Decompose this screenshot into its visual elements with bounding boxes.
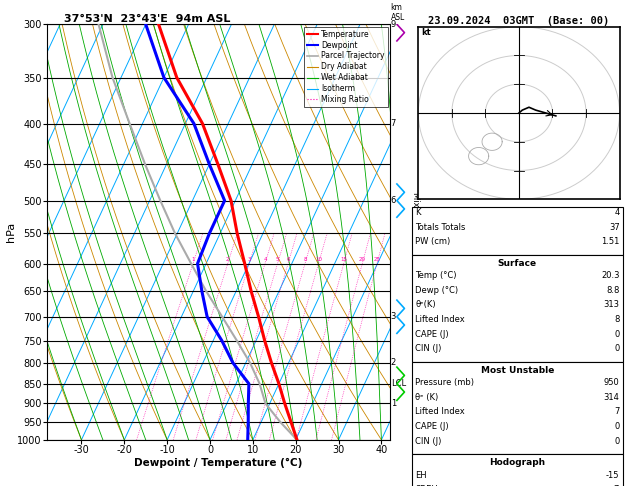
- Text: 8.8: 8.8: [606, 286, 620, 295]
- Text: K: K: [415, 208, 421, 217]
- Text: Hodograph: Hodograph: [489, 458, 545, 467]
- Text: 20: 20: [359, 257, 366, 262]
- Text: 5: 5: [276, 257, 279, 262]
- Text: Dewp (°C): Dewp (°C): [415, 286, 459, 295]
- X-axis label: Dewpoint / Temperature (°C): Dewpoint / Temperature (°C): [135, 458, 303, 468]
- Text: 37: 37: [609, 223, 620, 232]
- Text: 0: 0: [615, 330, 620, 339]
- Text: 10: 10: [315, 257, 322, 262]
- Text: CIN (J): CIN (J): [415, 436, 442, 446]
- Text: Mixing Ratio (g/kg): Mixing Ratio (g/kg): [411, 192, 420, 272]
- Text: PW (cm): PW (cm): [415, 237, 450, 246]
- Text: 25: 25: [374, 257, 381, 262]
- Text: 3: 3: [247, 257, 251, 262]
- Text: 1: 1: [391, 399, 396, 408]
- Text: 0: 0: [615, 344, 620, 353]
- Text: 7: 7: [391, 119, 396, 128]
- Text: 15: 15: [340, 257, 347, 262]
- Text: EH: EH: [415, 470, 426, 480]
- Text: © weatheronline.co.uk: © weatheronline.co.uk: [470, 471, 567, 480]
- Text: 7: 7: [614, 407, 620, 417]
- Legend: Temperature, Dewpoint, Parcel Trajectory, Dry Adiabat, Wet Adiabat, Isotherm, Mi: Temperature, Dewpoint, Parcel Trajectory…: [304, 27, 387, 107]
- Text: 314: 314: [604, 393, 620, 402]
- Text: 2: 2: [226, 257, 230, 262]
- Text: Surface: Surface: [498, 259, 537, 268]
- Text: 8: 8: [303, 257, 307, 262]
- Text: Lifted Index: Lifted Index: [415, 407, 465, 417]
- Text: 313: 313: [604, 300, 620, 310]
- Text: kt: kt: [421, 28, 431, 37]
- Text: 4: 4: [264, 257, 267, 262]
- Text: CAPE (J): CAPE (J): [415, 422, 448, 431]
- Text: 8: 8: [614, 315, 620, 324]
- Text: 950: 950: [604, 378, 620, 387]
- Text: 9: 9: [391, 20, 396, 29]
- Text: Totals Totals: Totals Totals: [415, 223, 465, 232]
- Text: θᵉ(K): θᵉ(K): [415, 300, 436, 310]
- Text: Lifted Index: Lifted Index: [415, 315, 465, 324]
- Text: CAPE (J): CAPE (J): [415, 330, 448, 339]
- Text: 4: 4: [615, 208, 620, 217]
- Text: 1: 1: [191, 257, 195, 262]
- Text: 37°53'N  23°43'E  94m ASL: 37°53'N 23°43'E 94m ASL: [64, 14, 231, 23]
- Text: 20.3: 20.3: [601, 271, 620, 280]
- Text: km
ASL: km ASL: [391, 3, 405, 22]
- Text: 2: 2: [391, 358, 396, 367]
- Text: Pressure (mb): Pressure (mb): [415, 378, 474, 387]
- Text: 0: 0: [615, 436, 620, 446]
- Y-axis label: hPa: hPa: [6, 222, 16, 242]
- Text: 23.09.2024  03GMT  (Base: 00): 23.09.2024 03GMT (Base: 00): [428, 16, 610, 26]
- Text: Most Unstable: Most Unstable: [481, 366, 554, 375]
- Text: -15: -15: [606, 470, 620, 480]
- Text: 6: 6: [286, 257, 290, 262]
- Text: 1.51: 1.51: [601, 237, 620, 246]
- Text: 0: 0: [615, 422, 620, 431]
- Text: 6: 6: [391, 196, 396, 205]
- Text: -7: -7: [611, 485, 620, 486]
- Text: SREH: SREH: [415, 485, 438, 486]
- Text: 3: 3: [391, 312, 396, 321]
- Text: CIN (J): CIN (J): [415, 344, 442, 353]
- Text: Temp (°C): Temp (°C): [415, 271, 457, 280]
- Text: LCL: LCL: [391, 379, 406, 388]
- Text: θᵉ (K): θᵉ (K): [415, 393, 438, 402]
